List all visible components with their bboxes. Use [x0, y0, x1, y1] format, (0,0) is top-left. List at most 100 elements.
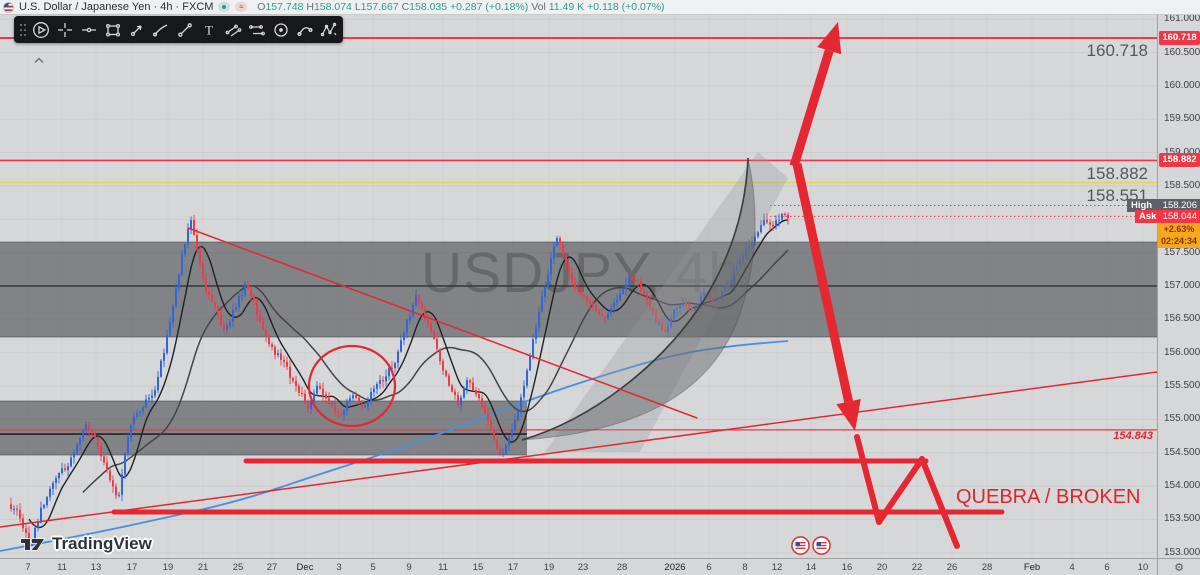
price-axis-label: 160.500	[1164, 47, 1200, 58]
time-axis-tick: 11	[438, 562, 448, 573]
symbol-info-bar: U.S. Dollar / Japanese Yen · 4h · FXCM ≈…	[0, 0, 1200, 15]
blade-shape	[521, 157, 756, 441]
symbol-title[interactable]: U.S. Dollar / Japanese Yen · 4h · FXCM	[19, 1, 214, 13]
session-change-pct: +2.63%	[1163, 224, 1195, 234]
close-label: C	[401, 1, 410, 13]
ohlc-readout: O157.748 H158.074 L157.667 C158.035 +0.2…	[257, 1, 664, 13]
time-axis-tick: 8	[742, 562, 748, 573]
price-axis-label: 154.500	[1164, 447, 1200, 458]
time-axis-tick: 17	[126, 562, 138, 573]
time-axis-tick: 12	[771, 562, 783, 573]
time-axis-tick: 11	[57, 562, 67, 573]
parallel-channel-tool[interactable]	[221, 16, 245, 43]
bar-countdown-timer: 02:24:34	[1160, 235, 1198, 246]
time-axis-tick: 13	[90, 562, 102, 573]
price-axis[interactable]: 161.000 160.500 160.000 159.500 159.000 158.5…	[1157, 13, 1200, 558]
high-badge-value: 158.206	[1162, 200, 1197, 211]
text-tool[interactable]: T	[197, 16, 221, 43]
horizontal-line-tool[interactable]	[77, 16, 101, 43]
price-axis-label: 159.500	[1164, 113, 1200, 124]
tradingview-mark-icon	[20, 537, 46, 551]
blue-moving-average	[0, 340, 789, 552]
time-axis-tick: Dec	[296, 562, 314, 573]
toolbar-collapse-caret[interactable]	[33, 57, 45, 64]
broken-annotation-text: QUEBRA / BROKEN	[956, 486, 1141, 508]
time-axis-tick: 9	[406, 562, 412, 573]
market-status-pill[interactable]	[218, 2, 231, 12]
drag-handle[interactable]	[16, 16, 29, 43]
ask-price-badge: Ask 158.044	[1135, 210, 1200, 223]
ask-badge-tag: Ask	[1139, 211, 1157, 222]
price-axis-label: 154.000	[1164, 480, 1200, 491]
time-axis[interactable]: 7 11 13 17 19 21 25 27 Dec 3 5 9 11 15 17 19 23 28 2026 6 8 1…	[0, 558, 1157, 575]
high-label: H	[306, 1, 314, 13]
price-axis-label: 160.000	[1164, 80, 1200, 91]
time-axis-tick: 28	[981, 562, 993, 573]
time-axis-tick: Feb	[1023, 562, 1041, 573]
gear-icon: ⚙	[1174, 561, 1184, 574]
low-label: L	[354, 1, 361, 13]
trend-line-tool[interactable]	[173, 16, 197, 43]
time-axis-tick: 19	[162, 562, 174, 573]
tradingview-logo-text: TradingView	[52, 534, 152, 553]
price-level-badge: 158.882	[1159, 153, 1200, 167]
time-axis-tick: 16	[841, 562, 853, 573]
crosshair-tool[interactable]	[53, 16, 77, 43]
rectangle-tool[interactable]	[101, 16, 125, 43]
arrow-marker-tool[interactable]	[125, 16, 149, 43]
economic-event-markers	[791, 536, 831, 555]
price-axis-label: 157.000	[1164, 280, 1200, 291]
price-axis-label: 157.500	[1164, 247, 1200, 258]
time-axis-tick: 20	[876, 562, 888, 573]
price-axis-label: 161.000	[1164, 13, 1200, 24]
price-level-label-154843: 154.843	[1113, 430, 1153, 442]
price-axis-label: 158.500	[1164, 180, 1200, 191]
pattern-tool[interactable]	[317, 16, 341, 43]
price-level-label-160718: 160.718	[1086, 41, 1148, 60]
level-lines	[0, 37, 1157, 435]
flat-channel-tool[interactable]	[245, 16, 269, 43]
time-axis-tick: 19	[543, 562, 555, 573]
time-axis-tick: 2026	[664, 562, 686, 573]
curve-tool[interactable]	[293, 16, 317, 43]
time-axis-tick: 6	[1104, 562, 1110, 573]
time-axis-tick: 14	[805, 562, 817, 573]
axis-settings-corner[interactable]: ⚙	[1157, 558, 1200, 575]
time-axis-tick: 28	[616, 562, 628, 573]
slow-moving-average	[82, 249, 789, 493]
price-axis-label: 156.000	[1164, 347, 1200, 358]
time-axis-tick: 10	[1137, 562, 1149, 573]
fast-moving-average	[28, 219, 789, 529]
open-value: 157.748	[265, 1, 304, 13]
price-axis-label: 156.500	[1164, 313, 1200, 324]
high-badge-tag: High	[1131, 200, 1153, 211]
time-axis-tick: 17	[507, 562, 519, 573]
alert-wave-icon: ≈	[239, 3, 244, 11]
ask-badge-value: 158.044	[1162, 211, 1197, 222]
us-event-flag-icon[interactable]	[791, 536, 810, 555]
tradingview-logo[interactable]: TradingView	[20, 534, 152, 554]
price-axis-label: 155.500	[1164, 380, 1200, 391]
low-value: 157.667	[360, 1, 399, 13]
high-value: 158.074	[313, 1, 352, 13]
time-axis-tick: 26	[946, 562, 958, 573]
circle-tool[interactable]	[269, 16, 293, 43]
price-level-badge: 160.718	[1159, 31, 1200, 45]
blade-sheen-shape	[545, 152, 788, 452]
alert-pill[interactable]: ≈	[235, 2, 248, 12]
svg-text:T: T	[205, 22, 213, 37]
time-axis-tick: 3	[336, 562, 342, 573]
brush-tool[interactable]	[149, 16, 173, 43]
time-axis-tick: 23	[577, 562, 589, 573]
us-event-flag-icon[interactable]	[812, 536, 831, 555]
countdown-badge: +2.63% 02:24:34	[1158, 223, 1200, 248]
market-open-dot-icon	[222, 5, 227, 9]
time-axis-tick: 6	[706, 562, 712, 573]
price-level-label-158882: 158.882	[1086, 164, 1148, 183]
price-axis-label: 153.000	[1164, 547, 1200, 558]
chart-canvas[interactable]	[0, 0, 1157, 558]
cursor-tool[interactable]	[29, 16, 53, 43]
open-label: O	[257, 1, 266, 13]
time-axis-tick: 5	[370, 562, 376, 573]
time-axis-tick: 27	[266, 562, 278, 573]
